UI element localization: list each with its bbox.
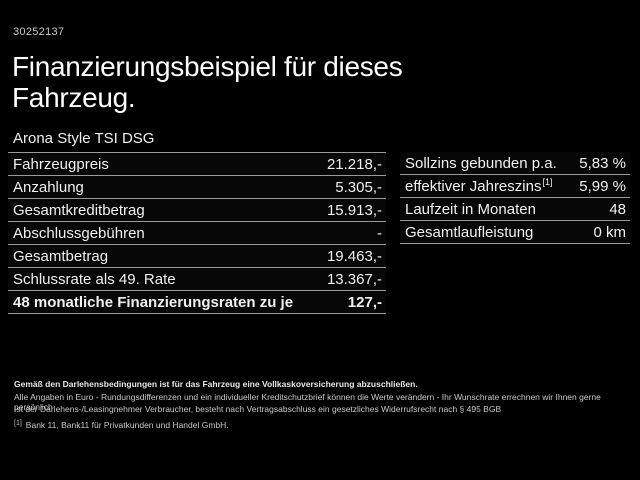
disclaimer-bold: Gemäß den Darlehensbedingungen ist für d…	[14, 379, 418, 389]
finance-row: Laufzeit in Monaten 48	[400, 198, 630, 221]
finance-row-value: 48	[609, 200, 626, 218]
finance-row: 48 monatliche Finanzierungsraten zu je 12…	[8, 291, 386, 314]
finance-row-label: Gesamtlaufleistung	[405, 223, 534, 241]
finance-row: Gesamtbetrag 19.463,-	[8, 245, 386, 268]
footnote-ref: [1]	[542, 177, 553, 187]
finance-row: Gesamtkreditbetrag 15.913,-	[8, 199, 386, 222]
finance-row: Abschlussgebühren -	[8, 222, 386, 245]
page-title-line1: Finanzierungsbeispiel für dieses	[12, 51, 403, 82]
finance-row: Sollzins gebunden p.a. 5,83 %	[400, 152, 630, 175]
finance-table-left: Fahrzeugpreis 21.218,- Anzahlung 5.305,- Ges…	[8, 152, 386, 314]
finance-row: Gesamtlaufleistung 0 km	[400, 221, 630, 244]
finance-row-label: Fahrzeugpreis	[13, 155, 109, 173]
finance-row-label: effektiver Jahreszins[1]	[405, 177, 553, 195]
footnote-marker: [1]	[14, 420, 22, 427]
finance-row-label: Schlussrate als 49. Rate	[13, 270, 176, 288]
vehicle-model: Arona Style TSI DSG	[13, 130, 155, 147]
finance-row-value: 0 km	[593, 223, 626, 241]
finance-row-value: 21.218,-	[326, 155, 382, 173]
finance-row-value: 19.463,-	[326, 247, 382, 265]
finance-row-value: 5,83 %	[579, 154, 626, 172]
finance-row-value: 13.367,-	[326, 270, 382, 288]
finance-row-label: Sollzins gebunden p.a.	[405, 154, 557, 172]
disclaimer-line3: Ist der Darlehens-/Leasingnehmer Verbrau…	[14, 404, 502, 414]
finance-row: Anzahlung 5.305,-	[8, 176, 386, 199]
page-title-line2: Fahrzeug.	[12, 82, 136, 113]
finance-row-label: Abschlussgebühren	[13, 224, 145, 242]
listing-id: 30252137	[13, 26, 65, 38]
finance-row-value: 5.305,-	[335, 178, 382, 196]
finance-row-label: Laufzeit in Monaten	[405, 200, 536, 218]
finance-row: Schlussrate als 49. Rate 13.367,-	[8, 268, 386, 291]
page-title: Finanzierungsbeispiel für dieses Fahrzeu…	[12, 51, 403, 113]
footnote: [1] Bank 11, Bank11 für Privatkunden und …	[14, 420, 634, 430]
finance-row-value: -	[377, 224, 382, 242]
finance-row-label: Gesamtbetrag	[13, 247, 109, 265]
finance-row-value: 5,99 %	[579, 177, 626, 195]
footnote-text: Bank 11, Bank11 für Privatkunden und Han…	[25, 420, 229, 430]
finance-row: Fahrzeugpreis 21.218,-	[8, 153, 386, 176]
finance-row: effektiver Jahreszins[1] 5,99 %	[400, 175, 630, 198]
finance-table-right: Sollzins gebunden p.a. 5,83 % effektiver J…	[400, 152, 630, 244]
disclaimer-line2: Alle Angaben in Euro - Rundungsdifferenz…	[14, 392, 601, 412]
finance-row-label: Gesamtkreditbetrag	[13, 201, 145, 219]
finance-row-value: 15.913,-	[326, 201, 382, 219]
finance-row-label: Anzahlung	[13, 178, 84, 196]
finance-row-label: 48 monatliche Finanzierungsraten zu je	[13, 293, 294, 311]
finance-row-value: 127,-	[347, 293, 382, 311]
